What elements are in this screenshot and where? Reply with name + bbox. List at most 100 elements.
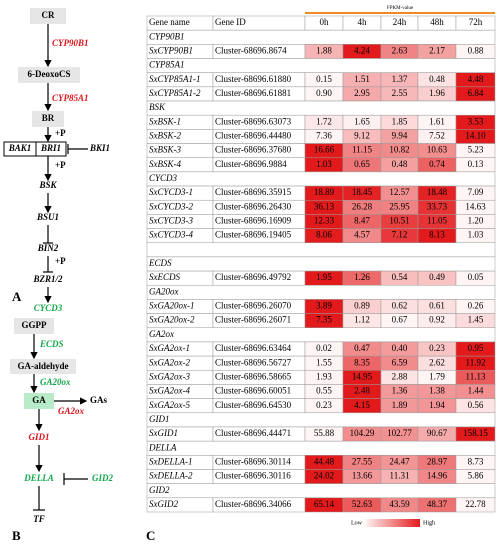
fpkm-value: 24.47 [389, 456, 410, 466]
gene-id: Cluster-68696.37680 [215, 145, 292, 155]
fpkm-value: 1.93 [316, 371, 332, 381]
gene-name: SxCYCD3-2 [149, 201, 194, 211]
gene-id: Cluster-68696.44480 [215, 131, 292, 141]
fpkm-value: 0.61 [429, 301, 445, 311]
gene-id: Cluster-68696.30114 [215, 456, 291, 466]
gene-name: SxDELLA-2 [149, 471, 193, 481]
fpkm-value: 0.47 [354, 343, 370, 353]
fpkm-value: 0.92 [429, 315, 445, 325]
fpkm-value: 8.06 [316, 230, 332, 240]
gene-name: SxBSK-4 [149, 159, 181, 169]
fpkm-value: 11.92 [466, 357, 486, 367]
fpkm-value: 65.14 [314, 499, 335, 509]
gene-name: SxGA2ox-5 [149, 400, 190, 410]
fpkm-value: 0.90 [316, 88, 332, 98]
fpkm-value: 2.62 [429, 357, 445, 367]
node: DELLA [23, 473, 54, 483]
panel-a: CR CYP90B1 6-DeoxoCS CYP85A1 BR +P BAK1 … [3, 8, 110, 313]
group-name: GA20ox [149, 286, 179, 296]
fpkm-value: 3.53 [468, 116, 484, 126]
enzyme: CYP85A1 [52, 93, 89, 103]
fpkm-value: 52.63 [352, 499, 373, 509]
fpkm-value: 1.12 [354, 315, 370, 325]
fpkm-value: 0.23 [316, 400, 332, 410]
fpkm-value: 0.49 [429, 272, 445, 282]
fpkm-value: 1.89 [392, 400, 408, 410]
gene-id: Cluster-68696.16909 [215, 216, 292, 226]
fpkm-value: 2.95 [354, 88, 370, 98]
fpkm-value: 2.55 [392, 88, 408, 98]
node: TF [33, 514, 45, 524]
column-header: Gene name [149, 17, 190, 27]
fpkm-value: 0.26 [468, 301, 484, 311]
fpkm-value: 0.56 [468, 400, 484, 410]
fpkm-value: 10.51 [389, 216, 409, 226]
group-row [146, 412, 496, 428]
fpkm-value: 0.48 [392, 159, 408, 169]
node: BR [42, 113, 55, 123]
group-name: CYP85A1 [149, 60, 185, 70]
column-header: Gene ID [215, 17, 246, 27]
gene-id: Cluster-68696.26430 [215, 201, 292, 211]
fpkm-value: 0.15 [316, 74, 332, 84]
node-box [24, 393, 54, 409]
fpkm-value: 1.79 [429, 371, 445, 381]
node: GA [32, 395, 46, 405]
fpkm-value: 0.02 [316, 343, 332, 353]
fpkm-value: 26.28 [352, 201, 373, 211]
group-row [146, 100, 496, 116]
fpkm-value: 7.35 [316, 315, 332, 325]
node-box [35, 141, 67, 157]
column-header: 72h [469, 17, 483, 27]
phospho: +P [55, 256, 66, 266]
fpkm-value: 6.59 [392, 357, 408, 367]
gene-id: Cluster-68696.56727 [215, 357, 292, 367]
gene-name: SxCYCD3-4 [149, 230, 194, 240]
fpkm-value: 24.02 [314, 471, 334, 481]
fpkm-value: 0.65 [354, 159, 370, 169]
fpkm-value: 33.73 [427, 201, 448, 211]
gene-name: SxCYCD3-1 [149, 187, 193, 197]
legend-gradient [365, 519, 420, 527]
gene-id: Cluster-68696.26071 [215, 315, 291, 325]
node: GGPP [22, 320, 47, 330]
fpkm-value: 10.82 [389, 145, 409, 155]
fpkm-value: 22.78 [465, 499, 486, 509]
node: GAs [90, 395, 108, 405]
gene-id: Cluster-68696.34066 [215, 499, 292, 509]
panel-label: B [12, 528, 21, 543]
gene-id: Cluster-68696.35915 [215, 187, 292, 197]
gene-id: Cluster-68696.30116 [215, 471, 291, 481]
column-header: 48h [430, 17, 444, 27]
fpkm-value: 43.59 [389, 499, 410, 509]
gene-name: SxCYP90B1 [149, 45, 193, 55]
fpkm-value: 0.40 [392, 343, 408, 353]
fpkm-value: 11.05 [427, 216, 447, 226]
fpkm-value: 1.20 [468, 216, 484, 226]
fpkm-value: 158.15 [463, 428, 488, 438]
gene-id: Cluster-68696.26070 [215, 301, 292, 311]
legend-low: Low [351, 520, 363, 526]
fpkm-value: 1.65 [354, 116, 370, 126]
gene-name: SxCYP85A1-1 [149, 74, 201, 84]
gene-id: Cluster-68696.63073 [215, 116, 292, 126]
node: BIN2 [37, 243, 59, 253]
gene-name: SxGA2ox-3 [149, 371, 190, 381]
gene-id: Cluster-68696.64530 [215, 400, 292, 410]
fpkm-value: 14.95 [352, 371, 373, 381]
group-row [146, 440, 496, 456]
gene-id: Cluster-68696.19405 [215, 230, 292, 240]
group-row [146, 327, 496, 343]
fpkm-value: 102.77 [387, 428, 412, 438]
fpkm-value: 2.17 [429, 45, 445, 55]
heatmap-table: FPKM-value Low High C Gene name Gene ID 0h… [146, 6, 496, 543]
group-name: GID2 [149, 485, 170, 495]
fpkm-value: 48.37 [427, 499, 448, 509]
gene-name: SxBSK-1 [149, 116, 181, 126]
fpkm-value: 27.55 [352, 456, 373, 466]
fpkm-value: 8.47 [354, 216, 370, 226]
gene-name: SxCYCD3-3 [149, 216, 194, 226]
group-name: BSK [149, 102, 166, 112]
fpkm-value: 9.12 [354, 131, 370, 141]
